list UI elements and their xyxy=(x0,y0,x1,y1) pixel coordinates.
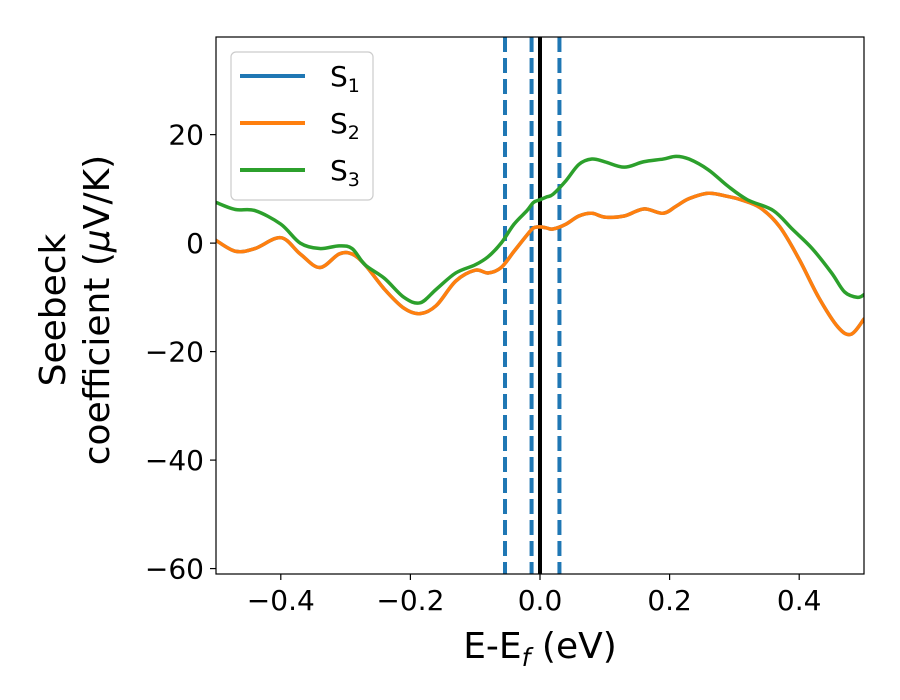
y-axis-title-suffix: V/K) xyxy=(77,155,118,229)
legend-label-s2: S2 xyxy=(330,107,360,144)
x-axis-title-main: E-E xyxy=(463,626,521,667)
y-axis-title-prefix: coefficient ( xyxy=(77,252,118,465)
legend-label-s1: S1 xyxy=(330,60,360,97)
series-line-s3 xyxy=(216,154,864,305)
x-tick-label: 0.4 xyxy=(777,584,822,617)
x-axis-title: E-Ef (eV) xyxy=(463,626,617,672)
y-tick-label: 0 xyxy=(186,227,204,260)
x-tick-label: 0.2 xyxy=(647,584,692,617)
legend-box xyxy=(230,51,374,201)
x-tick-label: 0.0 xyxy=(518,584,563,617)
x-tick-label: −0.2 xyxy=(376,584,444,617)
y-axis-title-line1: Seebeck xyxy=(33,233,74,386)
legend: S1 S2 S3 xyxy=(230,51,374,201)
series-lines xyxy=(216,154,864,337)
y-axis-title: Seebeck coefficient (μV/K) xyxy=(33,155,118,465)
legend-entries: S1 S2 S3 xyxy=(240,60,360,191)
y-tick-label: −40 xyxy=(145,444,204,477)
x-axis-title-unit: (eV) xyxy=(530,626,616,667)
x-tick-label: −0.4 xyxy=(247,584,315,617)
y-axis-title-mu: μ xyxy=(77,229,118,253)
y-axis-title-line2: coefficient (μV/K) xyxy=(77,155,118,465)
legend-label-s3: S3 xyxy=(330,154,360,191)
x-axis-ticks: −0.4 −0.2 0.0 0.2 0.4 xyxy=(247,574,822,617)
y-axis-ticks: −60 −40 −20 0 20 xyxy=(145,119,216,586)
series-line-s2 xyxy=(216,191,864,337)
y-tick-label: 20 xyxy=(168,119,204,152)
y-tick-label: −20 xyxy=(145,336,204,369)
reference-lines xyxy=(503,37,562,574)
y-tick-label: −60 xyxy=(145,553,204,586)
